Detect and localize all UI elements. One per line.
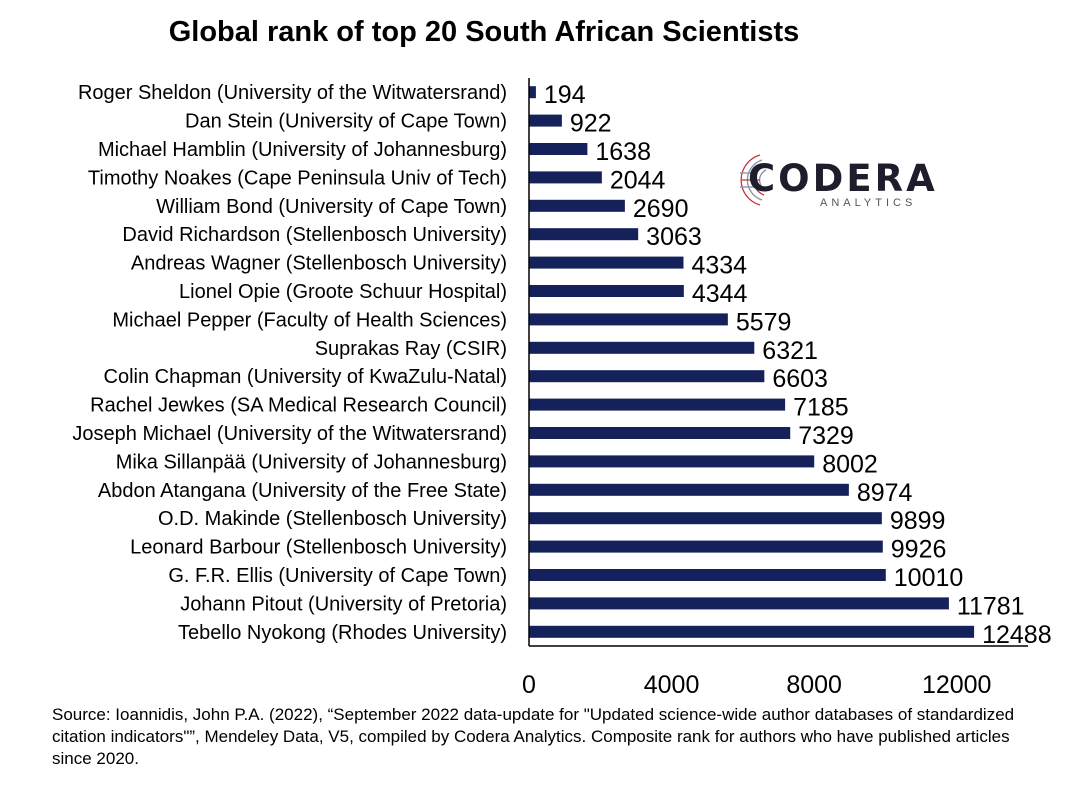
data-label: 4344 <box>692 280 748 308</box>
data-label: 7329 <box>798 422 854 450</box>
logo-wordmark: CODERA <box>748 157 938 200</box>
bar-chart: Roger Sheldon (University of the Witwate… <box>72 78 1052 699</box>
x-tick-label: 12000 <box>922 671 992 699</box>
bar <box>529 427 791 439</box>
data-label: 9899 <box>890 507 946 535</box>
data-label: 922 <box>570 110 612 138</box>
bar <box>529 285 684 297</box>
category-label: Roger Sheldon (University of the Witwate… <box>78 82 507 104</box>
data-label: 1638 <box>595 138 651 166</box>
source-note: Source: Ioannidis, John P.A. (2022), “Se… <box>52 705 1015 768</box>
bar <box>529 341 755 354</box>
data-label: 11781 <box>957 592 1025 620</box>
category-label: Timothy Noakes (Cape Peninsula Univ of T… <box>88 167 507 189</box>
data-label: 8974 <box>857 479 913 507</box>
x-tick-label: 8000 <box>786 671 842 699</box>
bar <box>529 483 849 496</box>
x-tick-label: 4000 <box>644 671 700 699</box>
bar <box>529 256 684 269</box>
bar <box>529 171 602 184</box>
category-label: Michael Pepper (Faculty of Health Scienc… <box>112 309 507 331</box>
data-label: 9926 <box>891 536 947 564</box>
logo-subtitle: ANALYTICS <box>820 197 917 209</box>
bar <box>529 455 815 468</box>
bar <box>529 398 786 411</box>
data-label: 4334 <box>691 252 747 280</box>
bar <box>529 569 886 581</box>
x-tick-label: 0 <box>522 671 536 699</box>
data-label: 6321 <box>762 337 818 365</box>
chart-title: Global rank of top 20 South African Scie… <box>168 16 800 48</box>
category-label: David Richardson (Stellenbosch Universit… <box>122 224 507 246</box>
data-label: 6603 <box>772 365 828 393</box>
bar <box>529 199 625 212</box>
bar <box>529 114 562 127</box>
bar <box>529 540 883 553</box>
category-label: Abdon Atangana (University of the Free S… <box>98 480 507 502</box>
bar <box>529 86 536 99</box>
category-label: Andreas Wagner (Stellenbosch University) <box>131 253 507 275</box>
bar <box>529 370 765 383</box>
category-label: Johann Pitout (University of Pretoria) <box>180 593 507 615</box>
category-label: Lionel Opie (Groote Schuur Hospital) <box>179 281 507 303</box>
category-label: Suprakas Ray (CSIR) <box>315 338 507 360</box>
data-label: 3063 <box>646 223 702 251</box>
category-label: Colin Chapman (University of KwaZulu-Nat… <box>104 366 507 388</box>
data-label: 2690 <box>633 195 689 223</box>
bar <box>529 228 639 241</box>
category-label: Rachel Jewkes (SA Medical Research Counc… <box>90 395 507 417</box>
category-label: Joseph Michael (University of the Witwat… <box>72 423 507 445</box>
data-label: 12488 <box>982 621 1052 649</box>
data-label: 194 <box>544 81 586 109</box>
bar <box>529 313 728 326</box>
bar <box>529 143 588 155</box>
data-label: 10010 <box>894 564 964 592</box>
data-label: 5579 <box>736 308 792 336</box>
bar <box>529 625 975 638</box>
category-label: Mika Sillanpää (University of Johannesbu… <box>116 451 507 473</box>
codera-logo: CODERA ANALYTICS <box>730 145 935 215</box>
category-label: O.D. Makinde (Stellenbosch University) <box>158 508 507 530</box>
bar <box>529 597 949 610</box>
category-label: Tebello Nyokong (Rhodes University) <box>178 622 507 644</box>
data-label: 2044 <box>610 166 666 194</box>
data-label: 7185 <box>793 394 849 422</box>
category-label: Dan Stein (University of Cape Town) <box>185 111 507 133</box>
data-label: 8002 <box>822 450 878 478</box>
bar <box>529 512 882 525</box>
category-label: Leonard Barbour (Stellenbosch University… <box>130 537 507 559</box>
category-label: G. F.R. Ellis (University of Cape Town) <box>168 565 507 587</box>
category-label: William Bond (University of Cape Town) <box>156 196 507 218</box>
category-label: Michael Hamblin (University of Johannesb… <box>98 139 507 161</box>
codera-logo-mark-icon <box>740 154 767 206</box>
